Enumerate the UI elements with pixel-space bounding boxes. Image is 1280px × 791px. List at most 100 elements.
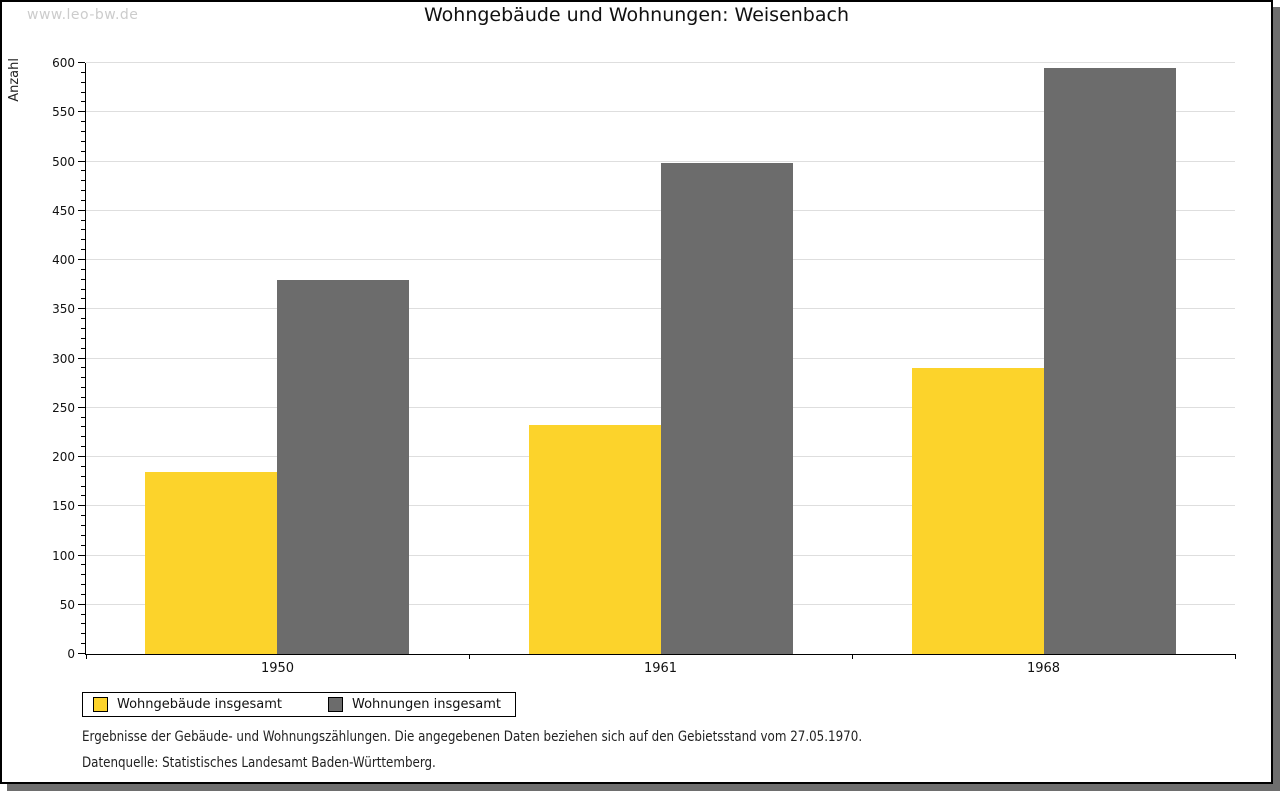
y-tick-label-450: 450 — [52, 203, 75, 218]
y-tick-minor-120 — [81, 534, 85, 536]
y-tick-minor-390 — [81, 268, 85, 270]
y-tick-minor-590 — [81, 71, 85, 73]
y-tick-minor-280 — [81, 377, 85, 379]
bar-wohnungen-1961 — [660, 162, 793, 654]
watermark: www.leo-bw.de — [27, 7, 139, 23]
y-tick-label-150: 150 — [52, 499, 75, 514]
y-tick-minor-560 — [81, 101, 85, 103]
y-tick-minor-530 — [81, 130, 85, 132]
y-tick-minor-240 — [81, 416, 85, 418]
x-category-label-1968: 1968 — [1026, 661, 1061, 676]
y-tick-label-350: 350 — [52, 302, 75, 317]
y-tick-minor-510 — [81, 150, 85, 152]
y-tick-label-100: 100 — [52, 548, 75, 563]
y-tick-minor-470 — [81, 190, 85, 192]
y-tick-minor-570 — [81, 91, 85, 93]
y-tick-minor-290 — [81, 367, 85, 369]
bar-wohnungen-1950 — [277, 279, 410, 654]
y-tick-minor-260 — [81, 396, 85, 398]
y-tick-minor-220 — [81, 436, 85, 438]
y-tick-minor-160 — [81, 495, 85, 497]
legend: Wohngebäude insgesamt Wohnungen insgesam… — [82, 692, 516, 717]
legend-label-wohngebaeude: Wohngebäude insgesamt — [117, 697, 282, 712]
y-tick-minor-130 — [81, 524, 85, 526]
legend-item-wohngebaeude: Wohngebäude insgesamt — [93, 697, 282, 712]
y-tick-minor-190 — [81, 465, 85, 467]
y-tick-major-500 — [78, 160, 85, 162]
y-tick-label-600: 600 — [52, 56, 75, 70]
y-tick-major-400 — [78, 259, 85, 260]
y-tick-major-150 — [78, 505, 85, 507]
bar-wohngebaeude-1950 — [145, 471, 278, 654]
y-tick-minor-430 — [81, 229, 85, 231]
y-tick-minor-520 — [81, 140, 85, 142]
footnote-data-source: Datenquelle: Statistisches Landesamt Bad… — [82, 755, 436, 771]
y-tick-major-250 — [78, 406, 85, 408]
y-tick-minor-170 — [81, 485, 85, 487]
y-tick-minor-380 — [81, 278, 85, 280]
y-tick-label-200: 200 — [52, 450, 75, 465]
y-tick-minor-420 — [81, 239, 85, 241]
x-tick-2 — [852, 654, 853, 659]
bar-wohngebaeude-1968 — [911, 368, 1044, 654]
y-tick-minor-140 — [81, 515, 85, 517]
y-tick-minor-410 — [81, 249, 85, 251]
y-gridline-550 — [86, 111, 1235, 113]
y-tick-minor-440 — [81, 219, 85, 221]
page-title: Wohngebäude und Wohnungen: Weisenbach — [423, 4, 849, 26]
y-tick-major-450 — [78, 209, 85, 211]
y-tick-minor-540 — [81, 121, 85, 123]
y-tick-minor-480 — [81, 180, 85, 182]
x-tick-3 — [1235, 654, 1236, 659]
y-gridline-500 — [86, 160, 1235, 162]
y-gridline-600 — [86, 62, 1235, 63]
y-tick-label-550: 550 — [52, 105, 75, 120]
y-tick-major-100 — [78, 554, 85, 556]
y-tick-minor-20 — [81, 633, 85, 635]
y-tick-minor-490 — [81, 170, 85, 172]
y-tick-minor-90 — [81, 564, 85, 566]
bar-wohngebaeude-1961 — [528, 425, 661, 654]
y-tick-major-600 — [78, 62, 85, 63]
y-tick-minor-230 — [81, 426, 85, 428]
y-tick-minor-320 — [81, 337, 85, 339]
y-tick-minor-330 — [81, 327, 85, 329]
x-tick-1 — [469, 654, 470, 659]
y-tick-major-50 — [78, 603, 85, 605]
legend-item-wohnungen: Wohnungen insgesamt — [328, 697, 501, 712]
y-tick-minor-10 — [81, 643, 85, 645]
y-tick-major-200 — [78, 456, 85, 457]
y-tick-minor-460 — [81, 199, 85, 201]
y-tick-label-400: 400 — [52, 253, 75, 268]
legend-swatch-wohnungen — [328, 697, 343, 712]
y-tick-label-500: 500 — [52, 154, 75, 169]
y-tick-minor-360 — [81, 298, 85, 300]
y-tick-major-550 — [78, 111, 85, 113]
y-tick-minor-70 — [81, 584, 85, 586]
y-tick-minor-210 — [81, 446, 85, 448]
plot-area: 0 50 100 150 200 250 300 350 400 450 500 550 600 1950… — [52, 56, 1236, 676]
x-category-label-1961: 1961 — [643, 661, 678, 676]
y-axis-title: Anzahl — [7, 58, 22, 102]
legend-label-wohnungen: Wohnungen insgesamt — [352, 697, 501, 712]
y-tick-minor-110 — [81, 544, 85, 546]
y-tick-label-300: 300 — [52, 351, 75, 366]
bar-wohnungen-1968 — [1043, 67, 1176, 654]
y-tick-label-0: 0 — [67, 647, 75, 661]
y-tick-minor-270 — [81, 387, 85, 389]
y-tick-major-300 — [78, 357, 85, 359]
y-tick-label-50: 50 — [59, 597, 75, 612]
y-tick-minor-580 — [81, 81, 85, 83]
y-tick-minor-30 — [81, 623, 85, 625]
x-category-label-1950: 1950 — [260, 661, 295, 676]
y-tick-minor-180 — [81, 475, 85, 477]
y-tick-minor-340 — [81, 318, 85, 320]
y-tick-major-0 — [78, 653, 85, 654]
y-tick-minor-370 — [81, 288, 85, 290]
y-tick-minor-310 — [81, 347, 85, 349]
y-tick-minor-60 — [81, 593, 85, 595]
y-tick-minor-80 — [81, 574, 85, 576]
footnote-source-note: Ergebnisse der Gebäude- und Wohnungszähl… — [82, 729, 863, 745]
legend-swatch-wohngebaeude — [93, 697, 108, 712]
